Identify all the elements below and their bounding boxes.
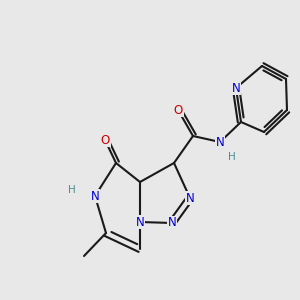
Text: N: N <box>168 217 176 230</box>
Text: H: H <box>68 185 76 195</box>
Text: N: N <box>136 215 144 229</box>
Text: N: N <box>91 190 99 202</box>
Text: O: O <box>100 134 109 146</box>
Text: N: N <box>186 191 194 205</box>
Text: H: H <box>228 152 236 162</box>
Text: N: N <box>216 136 224 148</box>
Text: N: N <box>232 82 240 94</box>
Text: O: O <box>173 103 183 116</box>
